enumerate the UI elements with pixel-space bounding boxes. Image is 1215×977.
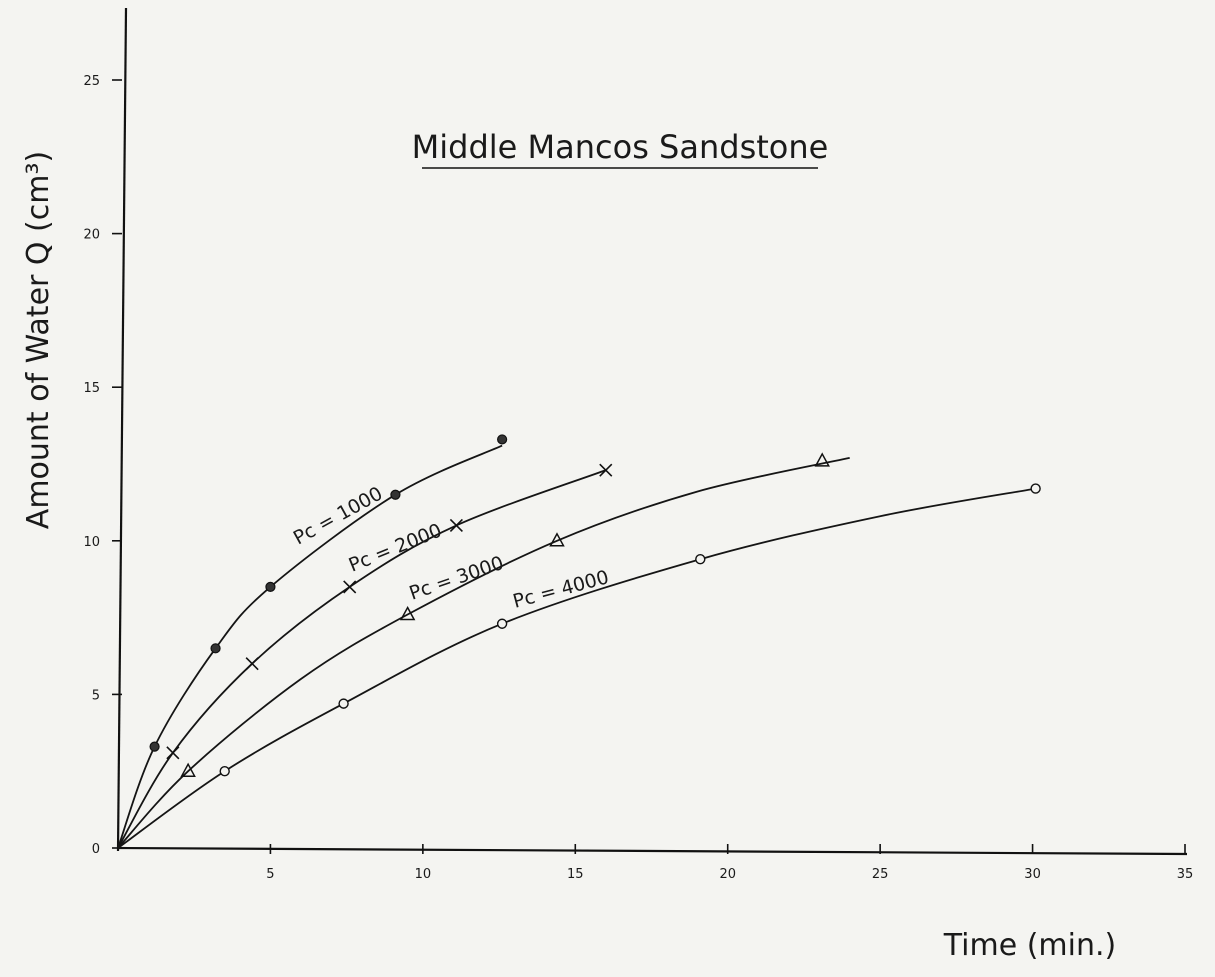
data-point-3 <box>549 532 565 547</box>
x-axis-line <box>117 846 1188 856</box>
data-point-3 <box>180 762 196 777</box>
y-axis-line <box>116 7 128 852</box>
x-tick-label: 25 <box>872 867 889 882</box>
series-label-4: Pc = 4000 <box>511 566 612 613</box>
y-tick-label: 5 <box>92 688 100 703</box>
data-point-1 <box>210 643 221 654</box>
series-label-2: Pc = 2000 <box>346 519 445 576</box>
data-point-1 <box>149 741 160 752</box>
labels: 5 10 15 20 25 30 35 0 5 10 15 20 25 Middle Mancos San… <box>21 74 1193 963</box>
y-tick-label: 20 <box>83 228 100 243</box>
x-tick-label: 35 <box>1177 867 1194 882</box>
series-line-3 <box>117 457 850 849</box>
y-tick-label: 10 <box>83 535 100 550</box>
data-point-4 <box>338 698 349 709</box>
data-point-4 <box>695 554 706 565</box>
data-point-4 <box>219 766 230 777</box>
data-point-4 <box>496 618 508 629</box>
y-tick-label: 0 <box>92 842 100 857</box>
data-point-3 <box>814 452 830 467</box>
data-point-1 <box>265 581 276 592</box>
y-tick-label: 25 <box>83 74 100 89</box>
data-point-3 <box>399 605 416 621</box>
markers <box>149 434 1041 777</box>
x-tick-label: 10 <box>415 867 432 882</box>
chart-title: Middle Mancos Sandstone <box>412 128 829 166</box>
y-axis-title: Amount of Water Q (cm³) <box>21 151 56 529</box>
series-line-2 <box>117 469 607 849</box>
x-tick-label: 15 <box>567 867 584 882</box>
x-tick-label: 5 <box>266 867 274 882</box>
series-label-1: Pc = 1000 <box>290 482 387 549</box>
curves <box>117 444 1036 849</box>
data-point-2 <box>449 518 463 533</box>
data-point-2 <box>343 580 357 594</box>
data-point-2 <box>166 746 180 760</box>
data-point-2 <box>245 657 259 671</box>
series-label-3: Pc = 3000 <box>406 552 506 605</box>
x-axis-title: Time (min.) <box>943 928 1116 963</box>
series-line-1 <box>117 444 503 849</box>
data-point-1 <box>390 489 401 500</box>
data-point-2 <box>599 463 613 477</box>
x-tick-label: 20 <box>719 867 736 882</box>
data-point-4 <box>1030 483 1041 494</box>
axes <box>112 7 1188 856</box>
x-tick-label: 30 <box>1024 867 1041 882</box>
y-tick-label: 15 <box>83 381 100 396</box>
data-point-1 <box>497 434 508 445</box>
